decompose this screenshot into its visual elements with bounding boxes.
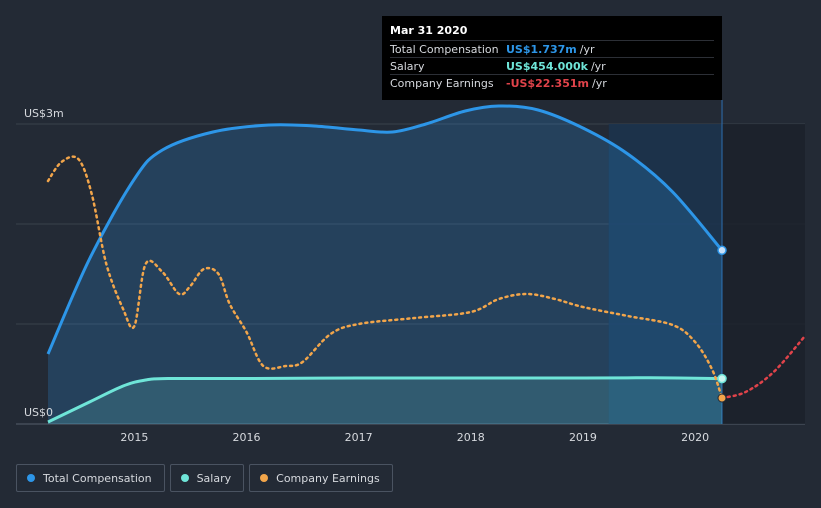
y-axis-top-label: US$3m bbox=[24, 107, 64, 120]
tooltip-label: Company Earnings bbox=[390, 77, 494, 90]
series-lines bbox=[46, 104, 807, 424]
chart-legend: Total Compensation Salary Company Earnin… bbox=[16, 464, 393, 492]
y-axis-bottom-label: US$0 bbox=[24, 406, 53, 419]
salary-line bbox=[47, 376, 723, 424]
company-earnings-marker bbox=[717, 393, 727, 403]
x-tick-label: 2018 bbox=[457, 431, 485, 444]
tooltip-date: Mar 31 2020 bbox=[390, 24, 468, 37]
total-compensation-marker bbox=[717, 245, 727, 256]
legend-item-salary[interactable]: Salary bbox=[169, 464, 245, 492]
tooltip-unit: /yr bbox=[591, 77, 607, 90]
total-compensation-line bbox=[46, 104, 724, 355]
legend-label: Total Compensation bbox=[43, 471, 152, 485]
legend-dot-icon bbox=[180, 474, 189, 482]
x-tick-label: 2017 bbox=[345, 431, 373, 444]
x-tick-label: 2015 bbox=[120, 431, 148, 444]
tooltip-value: US$454.000k/yr bbox=[506, 60, 606, 73]
x-axis-ticks: 2015 2016 2017 2018 2019 2020 bbox=[120, 431, 709, 444]
salary-area bbox=[48, 377, 723, 424]
legend-item-total-compensation[interactable]: Total Compensation bbox=[16, 464, 165, 492]
tooltip-value-text: US$1.737m bbox=[506, 43, 577, 56]
tooltip-unit: /yr bbox=[590, 60, 606, 73]
legend-label: Salary bbox=[196, 471, 232, 485]
tooltip-label: Total Compensation bbox=[390, 43, 499, 56]
legend-item-company-earnings[interactable]: Company Earnings bbox=[249, 464, 393, 492]
tooltip-value-text: US$454.000k bbox=[506, 60, 588, 73]
tooltip-label: Salary bbox=[390, 60, 425, 73]
tooltip-row-salary: Salary US$454.000k/yr bbox=[390, 57, 714, 75]
legend-dot-icon bbox=[260, 474, 269, 482]
x-tick-label: 2019 bbox=[569, 431, 597, 444]
salary-marker bbox=[717, 373, 727, 384]
total-compensation-area bbox=[48, 105, 723, 424]
tooltip-value-text: -US$22.351m bbox=[506, 77, 589, 90]
tooltip-value: -US$22.351m/yr bbox=[506, 77, 607, 90]
legend-dot-icon bbox=[27, 474, 35, 482]
hover-markers bbox=[717, 245, 727, 403]
tooltip-value: US$1.737m/yr bbox=[506, 43, 595, 56]
x-tick-label: 2016 bbox=[233, 431, 261, 444]
x-tick-label: 2020 bbox=[681, 431, 709, 444]
company-earnings-line bbox=[46, 155, 724, 400]
tooltip-row-total-compensation: Total Compensation US$1.737m/yr bbox=[390, 40, 714, 58]
tooltip-unit: /yr bbox=[579, 43, 595, 56]
legend-label: Company Earnings bbox=[276, 471, 380, 485]
chart-tooltip: Mar 31 2020 Total Compensation US$1.737m… bbox=[382, 16, 722, 100]
tooltip-row-company-earnings: Company Earnings -US$22.351m/yr bbox=[390, 74, 714, 92]
area-fills bbox=[48, 105, 723, 424]
highlight-band bbox=[608, 124, 723, 424]
forecast-shading bbox=[608, 100, 805, 424]
company-earnings-forecast-line bbox=[720, 334, 807, 400]
